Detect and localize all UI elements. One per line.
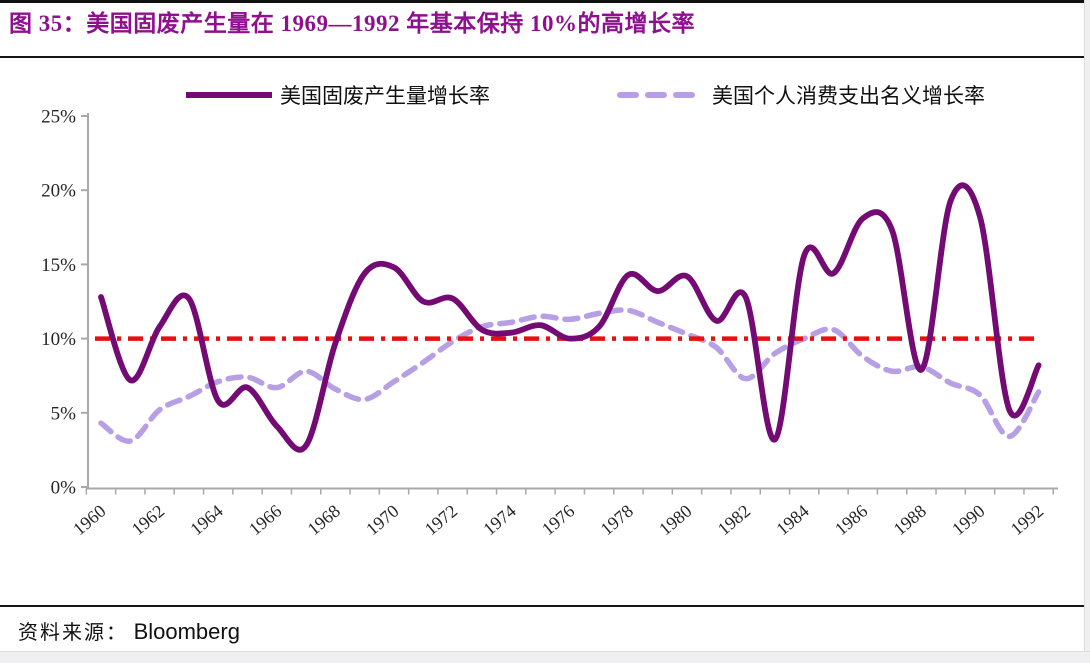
series-solid-line — [98, 182, 1042, 453]
legend-label-2: 美国个人消费支出名义增长率 — [712, 84, 985, 108]
y-axis-label: 10% — [41, 329, 76, 350]
y-axis-label: 20% — [41, 181, 76, 202]
x-axis-label: 1972 — [421, 501, 461, 539]
y-axis-label: 0% — [51, 478, 77, 499]
x-axis-label: 1966 — [245, 501, 285, 539]
x-axis-label: 1974 — [479, 501, 519, 539]
page-edge-right — [1084, 0, 1090, 663]
x-axis-label: 1962 — [128, 501, 168, 539]
source-label: 资料来源： — [18, 622, 128, 644]
chart-title-prefix: 图 35： — [9, 11, 87, 36]
chart-title-text: 美国固废产生量在 1969—1992 年基本保持 10%的高增长率 — [86, 11, 695, 36]
y-axis-label: 5% — [51, 403, 77, 424]
x-axis-label: 1960 — [69, 501, 109, 539]
legend-label-1: 美国固废产生量增长率 — [280, 84, 490, 108]
x-axis-label: 1980 — [655, 501, 695, 539]
y-axis-label: 25% — [41, 107, 76, 128]
x-axis-label: 1986 — [831, 501, 871, 539]
x-axis-label: 1982 — [714, 501, 754, 539]
x-axis-label: 1992 — [1007, 501, 1047, 539]
x-axis-label: 1978 — [597, 501, 637, 539]
source-value: Bloomberg — [133, 619, 240, 644]
x-axis-label: 1984 — [772, 501, 812, 539]
x-axis-label: 1976 — [538, 501, 578, 539]
page-edge-bottom — [0, 651, 1090, 663]
x-axis-label: 1964 — [186, 501, 226, 539]
x-axis-label: 1990 — [948, 501, 988, 539]
x-axis-label: 1970 — [362, 501, 402, 539]
x-axis-label: 1988 — [890, 501, 930, 539]
top-border-rule — [0, 0, 1090, 3]
chart-title: 图 35：美国固废产生量在 1969—1992 年基本保持 10%的高增长率 — [9, 9, 1079, 39]
source-note: 资料来源： Bloomberg — [18, 616, 240, 645]
x-axis-label: 1968 — [304, 501, 344, 539]
title-underline-rule — [0, 56, 1090, 58]
footer-rule — [0, 605, 1090, 607]
series-dashed-line — [98, 307, 1042, 444]
y-axis-label: 15% — [41, 255, 76, 276]
